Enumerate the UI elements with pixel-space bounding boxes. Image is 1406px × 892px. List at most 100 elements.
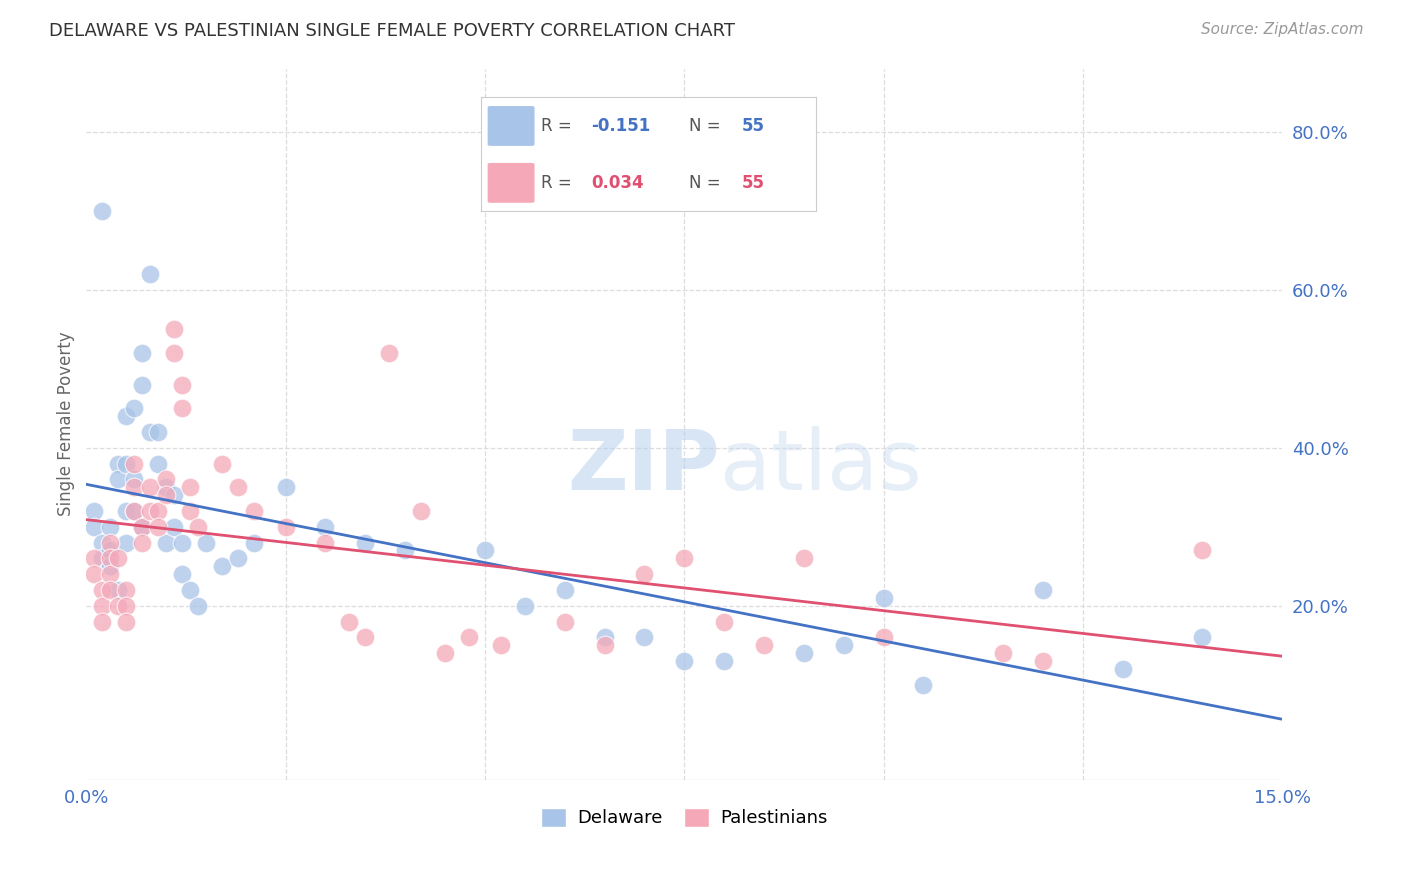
Point xyxy=(91,582,114,597)
Point xyxy=(1032,582,1054,597)
Point xyxy=(1191,631,1213,645)
Point xyxy=(474,543,496,558)
Point xyxy=(1032,654,1054,668)
Point xyxy=(131,535,153,549)
Point xyxy=(83,504,105,518)
Point xyxy=(131,520,153,534)
Point xyxy=(593,638,616,652)
Point xyxy=(170,535,193,549)
Point xyxy=(354,631,377,645)
Point xyxy=(458,631,481,645)
Point xyxy=(489,638,512,652)
Point xyxy=(131,377,153,392)
Point xyxy=(593,631,616,645)
Point xyxy=(115,504,138,518)
Point xyxy=(139,425,162,439)
Point xyxy=(115,457,138,471)
Point xyxy=(194,535,217,549)
Point xyxy=(91,615,114,629)
Point xyxy=(170,401,193,416)
Legend: Delaware, Palestinians: Delaware, Palestinians xyxy=(534,801,835,835)
Point xyxy=(91,535,114,549)
Point xyxy=(139,267,162,281)
Point xyxy=(155,535,177,549)
Point xyxy=(155,480,177,494)
Point xyxy=(131,520,153,534)
Point xyxy=(752,638,775,652)
Point xyxy=(633,631,655,645)
Point xyxy=(122,472,145,486)
Point xyxy=(394,543,416,558)
Point xyxy=(107,472,129,486)
Point xyxy=(98,535,121,549)
Point xyxy=(122,480,145,494)
Y-axis label: Single Female Poverty: Single Female Poverty xyxy=(58,332,75,516)
Point xyxy=(513,599,536,613)
Point xyxy=(83,551,105,566)
Point xyxy=(146,425,169,439)
Point xyxy=(163,488,186,502)
Point xyxy=(274,520,297,534)
Text: ZIP: ZIP xyxy=(568,426,720,508)
Point xyxy=(98,543,121,558)
Point xyxy=(131,346,153,360)
Point xyxy=(354,535,377,549)
Point xyxy=(991,646,1014,660)
Point xyxy=(187,520,209,534)
Point xyxy=(314,535,336,549)
Point xyxy=(155,472,177,486)
Point xyxy=(242,535,264,549)
Point xyxy=(107,599,129,613)
Point xyxy=(793,646,815,660)
Point xyxy=(339,615,361,629)
Point xyxy=(139,504,162,518)
Text: Source: ZipAtlas.com: Source: ZipAtlas.com xyxy=(1201,22,1364,37)
Point xyxy=(274,480,297,494)
Text: DELAWARE VS PALESTINIAN SINGLE FEMALE POVERTY CORRELATION CHART: DELAWARE VS PALESTINIAN SINGLE FEMALE PO… xyxy=(49,22,735,40)
Point xyxy=(187,599,209,613)
Point xyxy=(170,567,193,582)
Point xyxy=(673,654,696,668)
Point xyxy=(1112,662,1135,676)
Point xyxy=(155,488,177,502)
Point xyxy=(146,457,169,471)
Point xyxy=(107,582,129,597)
Point xyxy=(163,520,186,534)
Point xyxy=(912,678,935,692)
Point xyxy=(434,646,457,660)
Point xyxy=(83,567,105,582)
Point xyxy=(554,582,576,597)
Point xyxy=(226,480,249,494)
Point xyxy=(122,401,145,416)
Point xyxy=(98,582,121,597)
Point xyxy=(170,377,193,392)
Point xyxy=(713,615,735,629)
Point xyxy=(872,591,894,605)
Point xyxy=(115,582,138,597)
Point xyxy=(179,480,201,494)
Point xyxy=(122,504,145,518)
Point xyxy=(226,551,249,566)
Point xyxy=(872,631,894,645)
Point xyxy=(411,504,433,518)
Point xyxy=(179,504,201,518)
Point xyxy=(122,457,145,471)
Point xyxy=(91,203,114,218)
Point xyxy=(139,480,162,494)
Point xyxy=(91,599,114,613)
Point xyxy=(146,520,169,534)
Point xyxy=(179,582,201,597)
Point xyxy=(115,599,138,613)
Point xyxy=(122,504,145,518)
Point xyxy=(314,520,336,534)
Point xyxy=(107,457,129,471)
Point xyxy=(107,551,129,566)
Point xyxy=(115,409,138,424)
Point xyxy=(98,551,121,566)
Point xyxy=(98,520,121,534)
Point xyxy=(83,520,105,534)
Point xyxy=(554,615,576,629)
Point xyxy=(163,322,186,336)
Point xyxy=(793,551,815,566)
Text: atlas: atlas xyxy=(720,426,922,508)
